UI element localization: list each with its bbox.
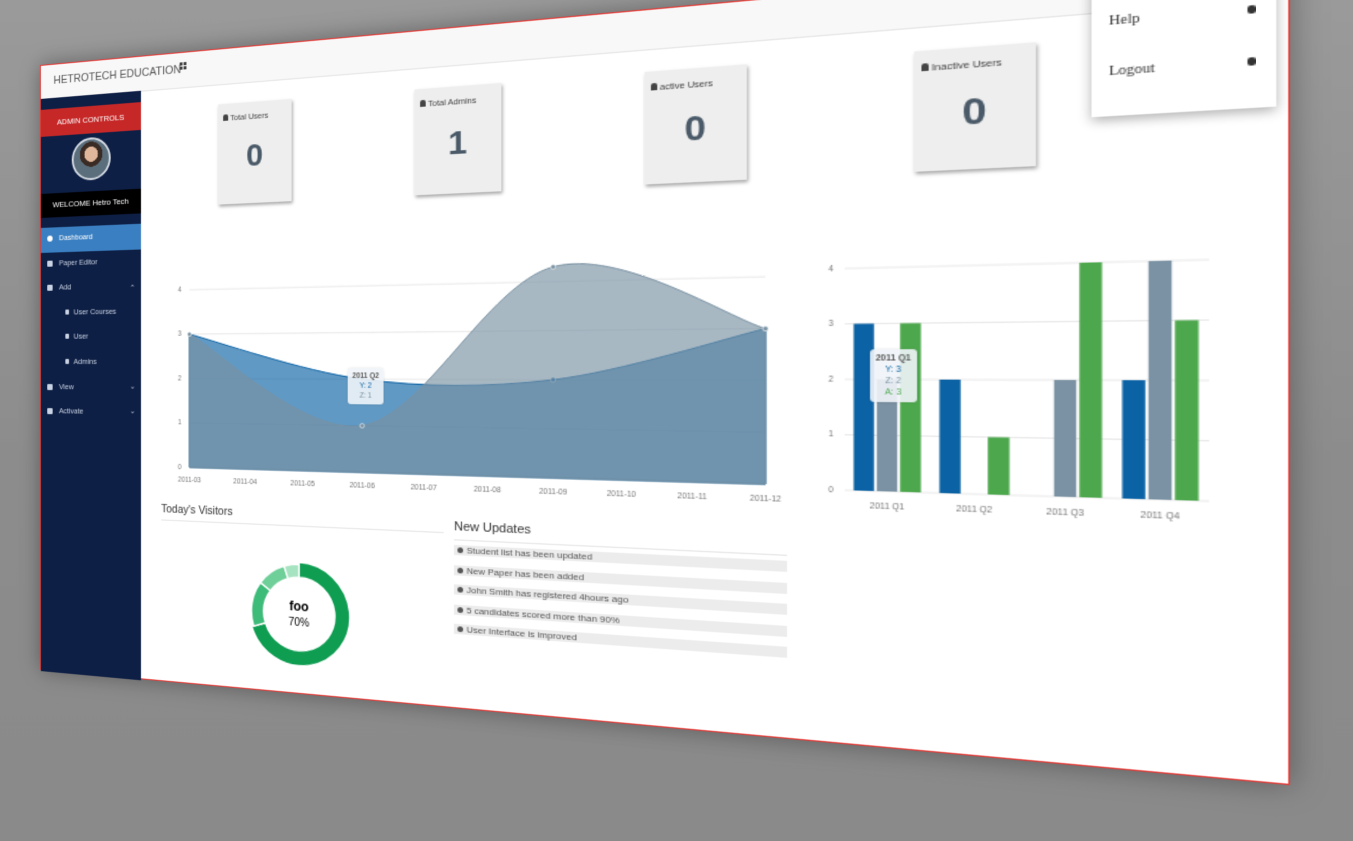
y-tick-label: 0 — [829, 485, 835, 494]
y-tick-label: 4 — [829, 264, 835, 273]
charts: 0 1 2 3 4 2011-03 2011-04 2011-05 2011-06 2011-07… — [178, 0, 1292, 787]
point — [360, 424, 364, 428]
y-tick-label: 1 — [178, 419, 182, 427]
x-tick-label: 2011-07 — [411, 483, 438, 492]
y-tick-label: 0 — [178, 463, 182, 471]
x-tick-label: 2011 Q2 — [956, 504, 993, 515]
y-tick-label: 3 — [829, 320, 835, 329]
user-menu: ProfileHelpLogout — [1091, 0, 1277, 118]
x-tick-label: 2011-03 — [178, 476, 202, 484]
point — [763, 326, 768, 331]
x-tick-label: 2011-09 — [539, 487, 568, 496]
tooltip: 2011 Q2 Y: 2 Z: 1 — [348, 368, 384, 405]
bar — [1079, 262, 1102, 498]
tooltip-line: Z: 2 — [885, 376, 902, 386]
tooltip-line: A: 3 — [884, 387, 902, 397]
area — [189, 259, 765, 484]
bar — [853, 323, 874, 492]
x-tick-label: 2011-08 — [474, 485, 502, 494]
bar — [939, 379, 961, 494]
tooltip-title: 2011 Q1 — [875, 353, 911, 363]
bar — [1054, 379, 1077, 498]
x-tick-label: 2011-04 — [233, 478, 257, 487]
x-tick-label: 2011-12 — [750, 494, 782, 504]
tooltip: 2011 Q1 Y: 3 Z: 2 A: 3 — [870, 348, 917, 402]
x-tick-label: 2011-06 — [349, 481, 375, 490]
x-tick-label: 2011-10 — [607, 489, 637, 499]
donut-label: foo — [289, 600, 309, 615]
dashboard: HETROTECH EDUCATION ADMIN CONTROLS WELCO… — [40, 0, 1292, 787]
bar — [1148, 260, 1172, 500]
x-tick-label: 2011 Q3 — [1046, 507, 1085, 518]
tooltip-title: 2011 Q2 — [352, 372, 380, 381]
point — [187, 332, 191, 336]
x-tick-label: 2011-11 — [677, 492, 707, 502]
x-tick-label: 2011-05 — [290, 479, 315, 488]
point — [551, 265, 556, 270]
bar — [987, 437, 1010, 496]
y-tick-label: 4 — [178, 286, 182, 294]
y-tick-label: 2 — [178, 375, 182, 383]
y-tick-label: 1 — [829, 430, 835, 439]
grid-line — [189, 277, 765, 290]
donut-value: 70% — [288, 616, 310, 630]
y-tick-label: 3 — [178, 331, 182, 339]
x-tick-label: 2011 Q4 — [1140, 510, 1180, 521]
tooltip-line: Z: 1 — [359, 392, 372, 401]
bar — [1122, 380, 1146, 500]
bar — [1175, 320, 1199, 501]
y-tick-label: 2 — [829, 375, 835, 384]
x-tick-label: 2011 Q1 — [870, 502, 906, 512]
tooltip-line: Y: 3 — [885, 364, 902, 374]
tooltip-line: Y: 2 — [359, 382, 372, 391]
